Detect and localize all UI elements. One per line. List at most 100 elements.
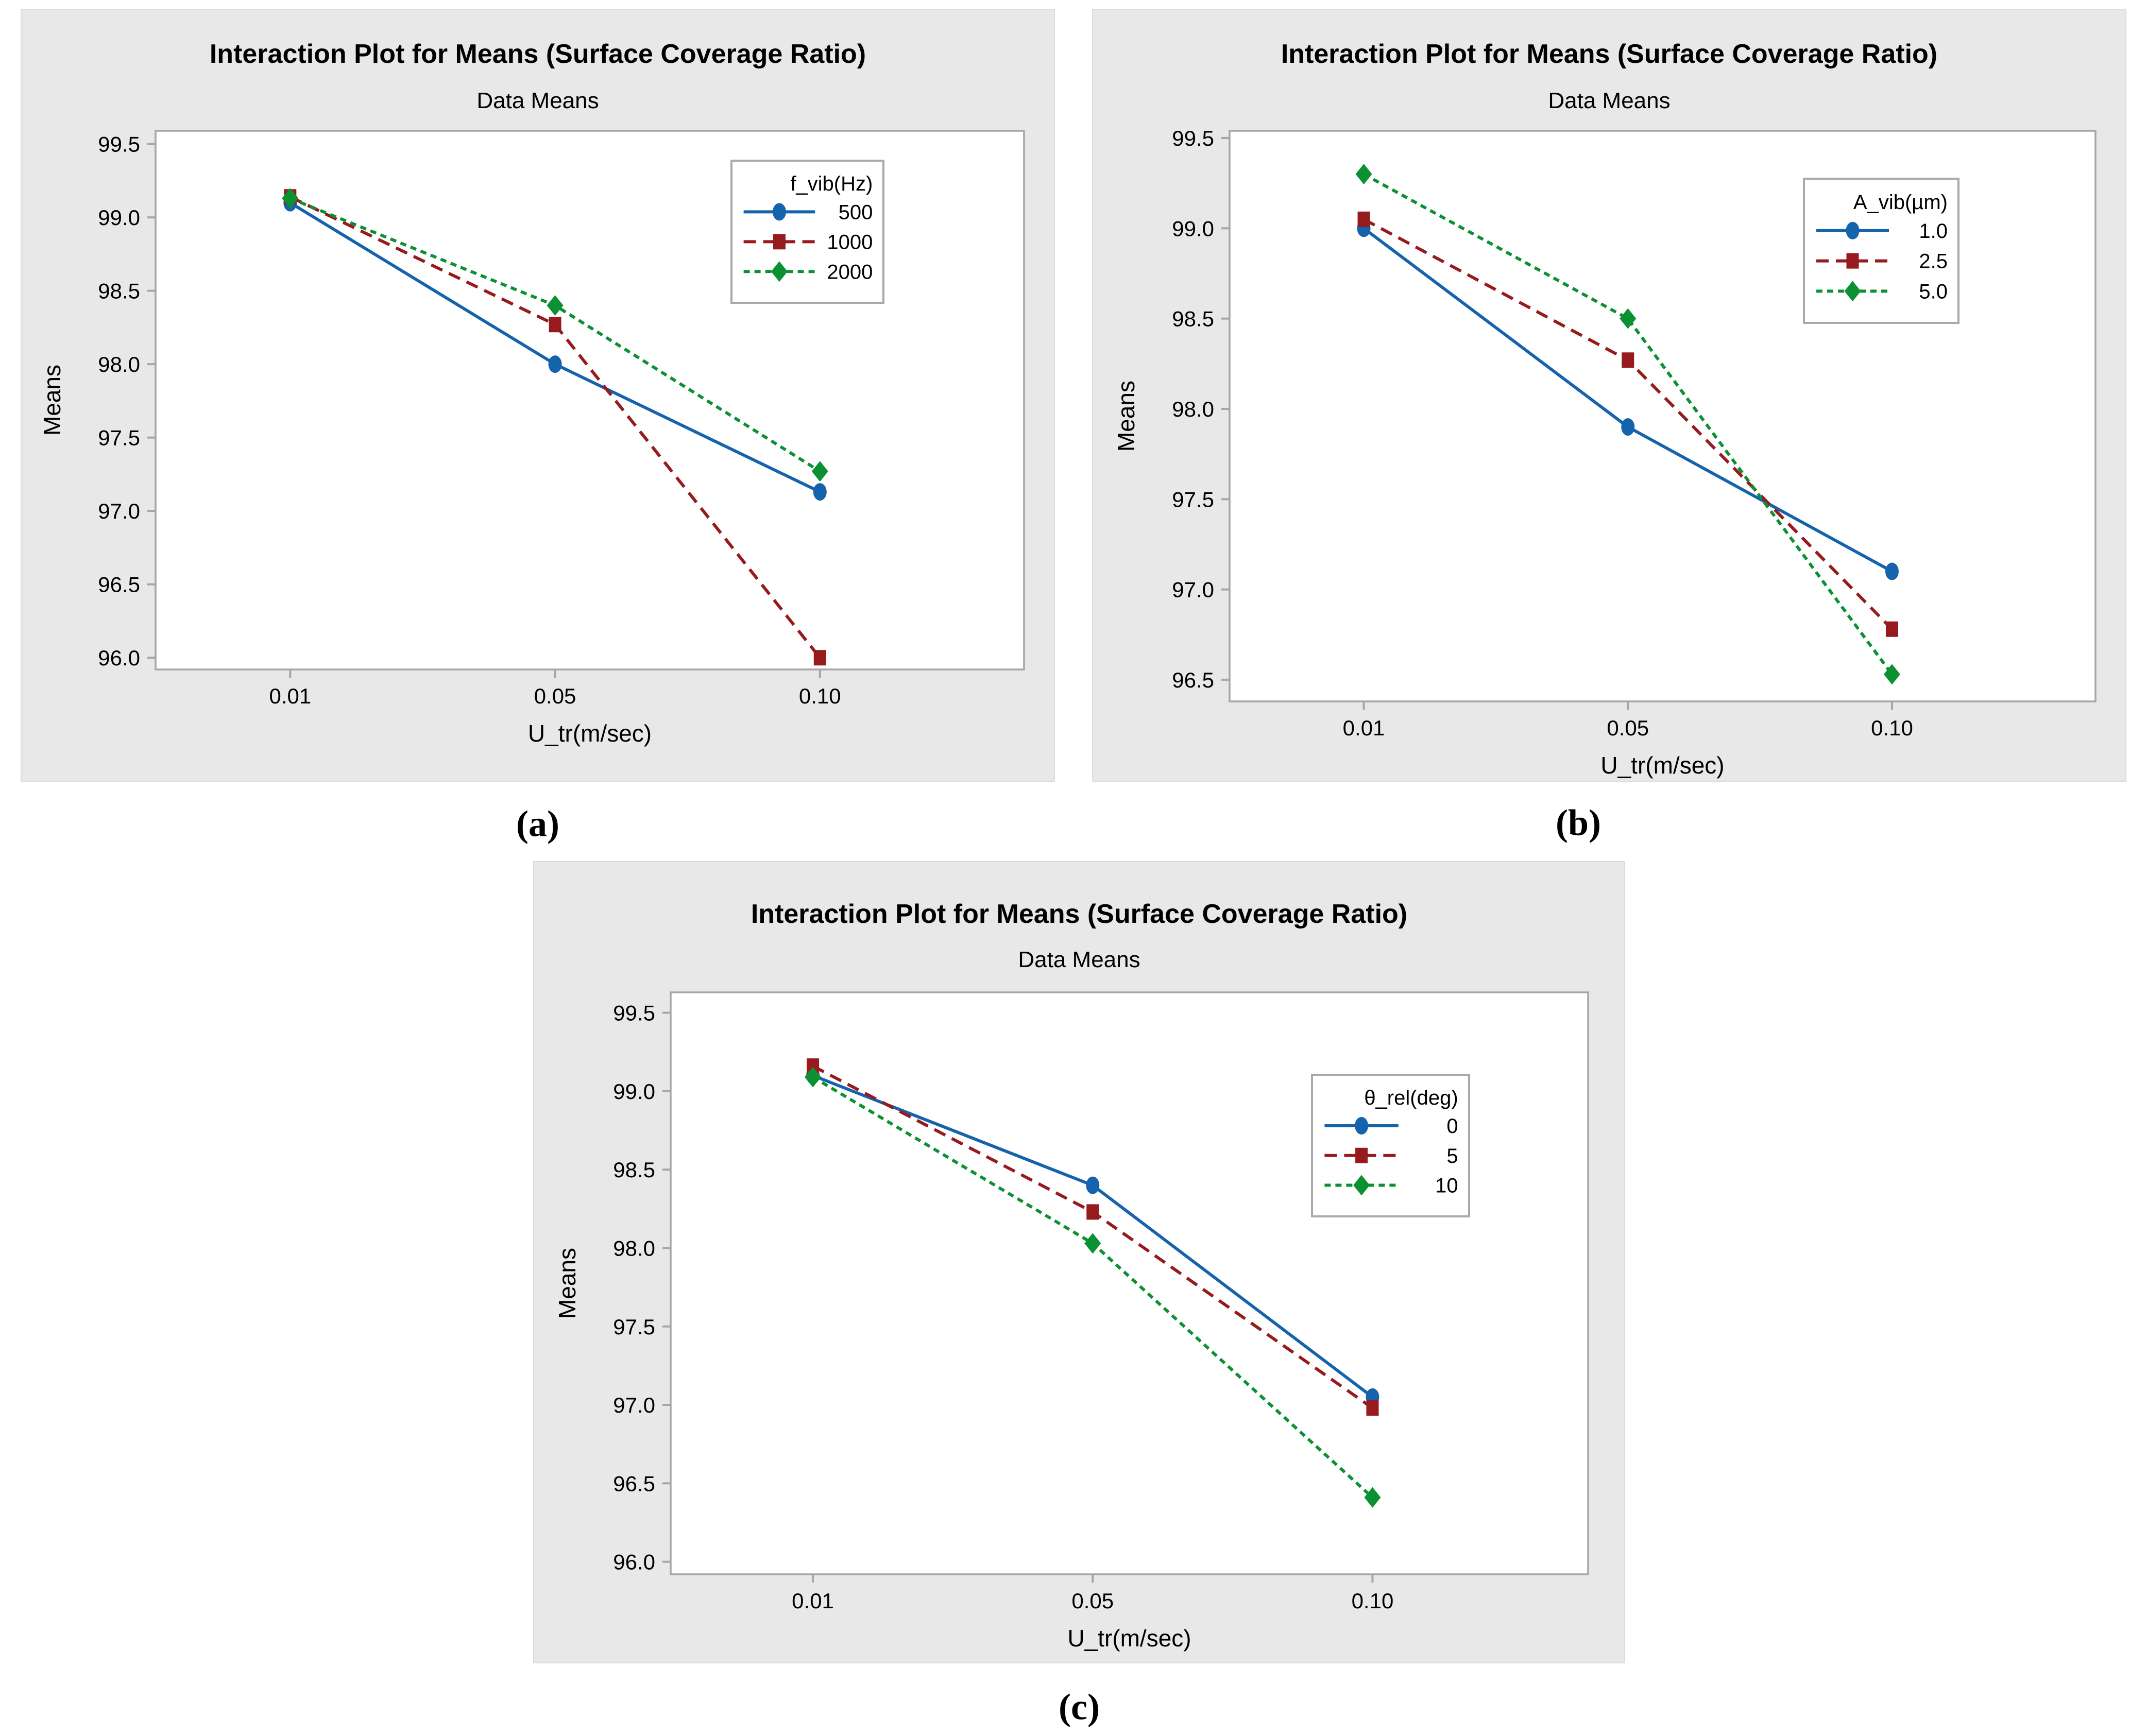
legend-title: A_vib(µm) (1853, 191, 1948, 214)
legend-swatch-marker-1000 (773, 234, 786, 250)
legend-title: θ_rel(deg) (1364, 1087, 1458, 1109)
series-marker-2.5 (1622, 352, 1634, 368)
y-tick-label: 99.5 (98, 132, 140, 157)
legend-item-label: 5 (1446, 1145, 1458, 1167)
series-marker-5.0 (1620, 308, 1637, 329)
y-axis-title: Means (554, 1248, 581, 1319)
y-tick-label: 99.0 (613, 1079, 655, 1104)
plot-area (155, 130, 1025, 671)
legend-swatch-marker-2000 (771, 261, 788, 282)
x-tick-label: 0.01 (269, 684, 311, 708)
series-marker-2.5 (1885, 621, 1898, 637)
y-tick-label: 97.5 (98, 426, 140, 450)
legend-swatch-marker-2.5 (1846, 253, 1859, 269)
series-marker-2.5 (1357, 211, 1370, 227)
x-tick-label: 0.10 (799, 684, 841, 708)
legend-box (1803, 178, 1959, 324)
y-tick-label: 97.0 (613, 1393, 655, 1417)
chart-subtitle: Data Means (476, 88, 599, 113)
y-tick-label: 99.0 (1172, 216, 1214, 240)
legend-item-label: 2000 (827, 261, 873, 283)
series-marker-5.0 (1883, 664, 1900, 685)
panel-c: Interaction Plot for Means (Surface Cove… (533, 861, 1625, 1663)
chart-title: Interaction Plot for Means (Surface Cove… (210, 39, 866, 69)
legend-item-label: 0 (1446, 1115, 1458, 1138)
chart-subtitle: Data Means (1548, 88, 1670, 113)
y-tick-label: 96.5 (98, 573, 140, 597)
y-tick-label: 98.0 (98, 352, 140, 376)
chart-title: Interaction Plot for Means (Surface Cove… (1281, 39, 1937, 69)
legend-swatch-marker-5.0 (1844, 281, 1861, 302)
series-marker-2000 (547, 295, 564, 316)
series-marker-2000 (282, 188, 299, 209)
series-marker-2000 (811, 461, 828, 482)
series-marker-500 (548, 355, 562, 373)
x-tick-label: 0.01 (792, 1589, 834, 1613)
panel-a: Interaction Plot for Means (Surface Cove… (21, 9, 1055, 782)
legend-box (1311, 1074, 1470, 1217)
x-tick-label: 0.01 (1343, 716, 1385, 740)
series-marker-1.0 (1621, 418, 1635, 436)
x-tick-label: 0.05 (1607, 716, 1649, 740)
legend-item-label: 2.5 (1919, 250, 1948, 273)
legend-item-label: 5.0 (1919, 280, 1948, 303)
x-axis-title: U_tr(m/sec) (528, 720, 652, 747)
y-tick-label: 96.0 (98, 646, 140, 670)
y-tick-label: 98.5 (613, 1158, 655, 1182)
y-tick-label: 98.5 (98, 279, 140, 303)
series-marker-500 (813, 483, 827, 501)
series-marker-5.0 (1355, 164, 1372, 185)
y-tick-label: 96.5 (613, 1471, 655, 1496)
y-tick-label: 99.0 (98, 205, 140, 230)
legend-item-label: 500 (839, 201, 873, 224)
chart-a: Interaction Plot for Means (Surface Cove… (39, 39, 1025, 747)
panel-b: Interaction Plot for Means (Surface Cove… (1092, 9, 2126, 782)
series-marker-10 (805, 1067, 822, 1088)
legend-swatch-marker-0 (1355, 1117, 1369, 1135)
y-tick-label: 98.5 (1172, 307, 1214, 331)
chart-b: Interaction Plot for Means (Surface Cove… (1113, 39, 2097, 779)
x-tick-label: 0.05 (534, 684, 576, 708)
legend-box (730, 160, 884, 304)
x-axis-title: U_tr(m/sec) (1067, 1625, 1191, 1652)
x-tick-label: 0.10 (1352, 1589, 1394, 1613)
legend-title: f_vib(Hz) (790, 173, 873, 195)
chart-title: Interaction Plot for Means (Surface Cove… (751, 899, 1407, 929)
caption-a: (a) (516, 803, 559, 845)
x-tick-label: 0.10 (1871, 716, 1913, 740)
caption-c: (c) (1059, 1686, 1100, 1728)
legend-item-label: 1.0 (1919, 220, 1948, 243)
series-marker-5 (1086, 1204, 1099, 1220)
series-marker-0 (1086, 1176, 1100, 1194)
series-marker-10 (1364, 1487, 1381, 1508)
series-marker-1000 (549, 317, 561, 333)
y-tick-label: 97.5 (1172, 487, 1214, 511)
legend-swatch-marker-500 (772, 203, 786, 221)
y-tick-label: 99.5 (1172, 126, 1214, 150)
legend-swatch-marker-1.0 (1846, 221, 1860, 239)
legend-swatch-marker-5 (1355, 1147, 1368, 1163)
legend-item-label: 1000 (827, 231, 873, 253)
y-tick-label: 97.0 (98, 499, 140, 523)
x-tick-label: 0.05 (1071, 1589, 1114, 1613)
y-tick-label: 98.0 (613, 1236, 655, 1260)
y-axis-title: Means (1113, 381, 1139, 452)
series-marker-1000 (813, 650, 826, 666)
series-line-5.0 (1363, 173, 1894, 676)
y-tick-label: 98.0 (1172, 397, 1214, 421)
caption-b: (b) (1556, 802, 1601, 844)
series-marker-10 (1084, 1233, 1101, 1254)
y-tick-label: 97.0 (1172, 578, 1214, 602)
y-axis-title: Means (39, 365, 65, 436)
y-tick-label: 99.5 (613, 1001, 655, 1025)
y-tick-label: 97.5 (613, 1315, 655, 1339)
legend-item-label: 10 (1435, 1175, 1458, 1197)
legend-swatch-marker-10 (1353, 1175, 1370, 1196)
series-marker-5 (1366, 1400, 1379, 1416)
y-tick-label: 96.5 (1172, 668, 1214, 692)
y-tick-label: 96.0 (613, 1550, 655, 1574)
x-axis-title: U_tr(m/sec) (1600, 752, 1724, 779)
series-marker-1.0 (1885, 562, 1899, 580)
chart-subtitle: Data Means (1018, 947, 1140, 972)
